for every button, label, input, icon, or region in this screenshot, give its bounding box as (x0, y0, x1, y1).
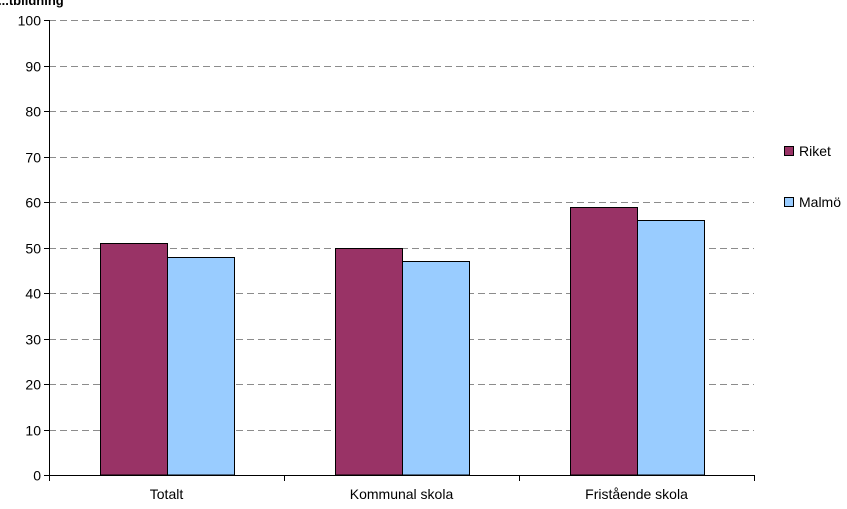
axes: 0 10 20 30 40 50 60 70 80 90 100 Totalt Kommunal sko… (18, 13, 755, 502)
legend: Riket Malmö (784, 143, 841, 210)
y-tick-label: 80 (25, 104, 41, 120)
bar-riket-2 (335, 248, 403, 476)
y-tick-label: 40 (25, 286, 41, 302)
chart-title: ...tbildning (0, 0, 64, 8)
y-tick-label: 70 (25, 150, 41, 166)
bar-riket-3 (570, 207, 638, 476)
legend-swatch (784, 146, 794, 156)
legend-label: Riket (799, 143, 831, 159)
x-tick-label: Totalt (150, 486, 184, 502)
bars (100, 207, 705, 476)
y-tick-label: 50 (25, 241, 41, 257)
x-tick-label: Kommunal skola (350, 486, 454, 502)
bar-malm--2 (402, 261, 470, 476)
legend-label: Malmö (799, 194, 841, 210)
legend-swatch (784, 197, 794, 207)
x-tick-label: Fristående skola (585, 486, 688, 502)
y-tick-label: 0 (33, 468, 41, 484)
y-tick-label: 10 (25, 423, 41, 439)
y-tick-label: 30 (25, 332, 41, 348)
y-tick-label: 90 (25, 59, 41, 75)
y-tick-label: 100 (18, 13, 42, 29)
bar-riket-1 (100, 243, 168, 476)
y-tick-label: 20 (25, 377, 41, 393)
bar-malm--1 (167, 257, 235, 476)
bar-malm--3 (637, 220, 705, 476)
y-tick-label: 60 (25, 195, 41, 211)
